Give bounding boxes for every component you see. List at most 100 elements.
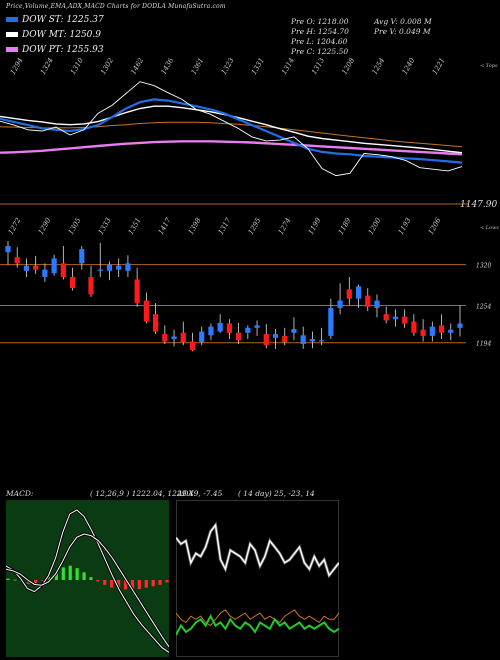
level-label: 1320 [476, 263, 491, 270]
support-level-label: 1147.90 [460, 200, 497, 208]
price-ema-chart: < Tops 1294 1324 1310 1302 1462 1436 1361 1323 1… [0, 58, 498, 208]
macd-histogram-bar [144, 580, 148, 588]
candle-body [245, 327, 251, 333]
level-label: 1254 [476, 304, 491, 311]
candle-body [180, 332, 186, 343]
low-value-label: 1305 [67, 216, 83, 236]
macd-histogram-bar [165, 580, 169, 583]
candle-body [143, 300, 149, 322]
top-value-label: 1331 [250, 58, 266, 76]
legend-swatch [6, 32, 18, 37]
candle-body [171, 336, 177, 339]
candle-body [199, 331, 205, 343]
stat-high: Pre H: 1254.70 [291, 27, 349, 36]
macd-histogram-bar [158, 580, 162, 585]
legend-label: DOW PT: 1255.93 [22, 45, 104, 55]
macd-values: ( 12,26,9 ) 1222.04, 1229.49, -7.45 [90, 489, 223, 498]
adx-chart [176, 500, 339, 657]
adx-values: ( 14 day) 25, -23, 14 [238, 489, 315, 498]
macd-histogram-bar [123, 580, 128, 590]
macd-label: MACD: [6, 489, 34, 498]
macd-histogram-bar [130, 580, 135, 590]
top-value-label: 1221 [431, 58, 447, 76]
low-value-label: 1189 [337, 216, 353, 236]
candle-body [23, 265, 30, 271]
minus-di-line [176, 609, 339, 627]
signal-line [6, 533, 169, 648]
volume-stats: Avg V: 0.008 M Pre V: 0.049 M [374, 17, 432, 37]
top-value-label: 1361 [190, 58, 206, 76]
page-title: Price,Volume,EMA,ADX,MACD Charts for DOD… [6, 3, 226, 10]
top-value-label: 1462 [129, 58, 145, 76]
candle-body [226, 323, 232, 333]
plus-di-line [176, 614, 339, 636]
candle-body [300, 335, 306, 344]
top-value-label: 1436 [160, 58, 176, 76]
candle-body [272, 334, 279, 338]
candle-body [355, 286, 362, 299]
candle-body [429, 326, 435, 336]
candle-body [402, 316, 408, 324]
candle-body [346, 289, 352, 299]
legend: DOW ST: 1225.37 DOW MT: 1250.9 DOW PT: 1… [6, 15, 104, 60]
candle-body [97, 269, 103, 271]
top-value-label: 1310 [69, 58, 85, 76]
top-value-label: 1254 [371, 58, 387, 76]
candle-body [5, 246, 11, 253]
stat-prev-volume: Pre V: 0.049 M [374, 27, 431, 36]
top-value-label: 1323 [220, 58, 236, 76]
candle-body [411, 321, 417, 333]
adx-frame [176, 500, 339, 657]
macd-histogram-bar [68, 565, 72, 580]
candle-body [42, 269, 48, 277]
macd-histogram-bar [75, 568, 79, 580]
candle-body [217, 322, 223, 332]
low-value-label: 1274 [277, 217, 293, 236]
macd-histogram-bar [61, 567, 65, 580]
macd-histogram-bar [34, 580, 38, 584]
candle-body [60, 263, 66, 277]
macd-histogram-bar [96, 580, 100, 582]
candle-body [162, 334, 168, 342]
low-value-label: 1206 [427, 216, 443, 236]
legend-label: DOW MT: 1250.9 [22, 30, 101, 40]
candle-body [365, 295, 371, 307]
candle-body [152, 314, 159, 332]
close-price-line [0, 81, 463, 177]
candle-body [457, 323, 463, 328]
stat-close: Pre C: 1225.50 [291, 47, 349, 56]
adx-line [176, 523, 339, 577]
ema-short-line [0, 98, 463, 164]
macd-histogram-bar [110, 580, 114, 588]
low-value-label: 1317 [217, 216, 233, 236]
legend-swatch [6, 17, 18, 22]
macd-background [6, 500, 169, 657]
candle-body [69, 277, 76, 289]
macd-histogram-bar [137, 580, 141, 590]
candle-body [116, 265, 122, 270]
low-value-label: 1351 [127, 217, 143, 236]
macd-histogram-bar [117, 580, 121, 590]
macd-histogram-bar [151, 580, 155, 587]
candle-body [88, 277, 94, 295]
macd-histogram-bar [103, 580, 107, 585]
lows-label: < Lows [480, 225, 499, 231]
low-value-label: 1200 [367, 216, 383, 236]
low-value-label: 1193 [397, 216, 413, 236]
top-value-label: 1313 [310, 58, 326, 76]
candle-body [282, 335, 288, 343]
low-value-label: 1272 [7, 216, 23, 236]
candle-body [208, 326, 214, 336]
low-value-label: 1333 [97, 216, 113, 236]
candle-body [236, 332, 242, 341]
low-value-label: 1199 [307, 216, 323, 236]
low-value-label: 1417 [157, 216, 173, 236]
legend-item-mt: DOW MT: 1250.9 [6, 30, 104, 45]
candle-body [51, 258, 57, 274]
candle-body [448, 329, 454, 333]
legend-swatch [6, 47, 18, 52]
top-value-label: 1208 [340, 58, 356, 76]
candle-body [33, 265, 39, 270]
candle-body [383, 314, 389, 321]
top-value-label: 1314 [280, 58, 296, 76]
